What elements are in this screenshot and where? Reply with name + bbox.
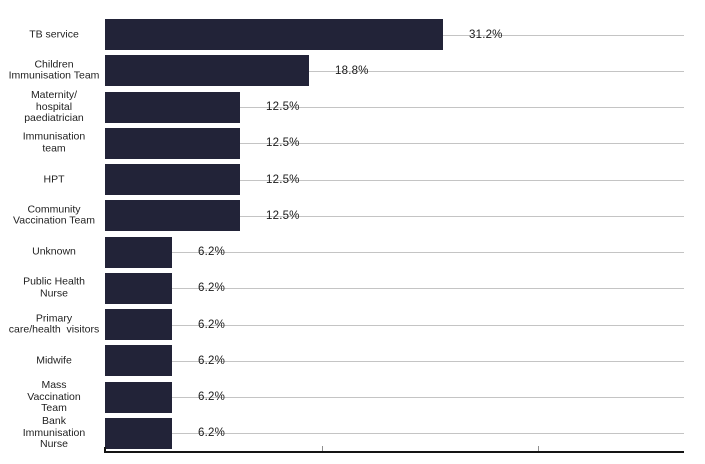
category-label: Midwife xyxy=(36,354,72,367)
value-label: 31.2% xyxy=(469,28,503,41)
x-axis-tick xyxy=(322,446,323,451)
leader-line xyxy=(240,180,684,181)
category-label: Unknown xyxy=(32,245,76,258)
bar xyxy=(105,92,240,123)
x-axis-line xyxy=(104,451,684,453)
leader-line xyxy=(172,361,684,362)
leader-line xyxy=(240,143,684,144)
category-label: Immunisation team xyxy=(22,130,86,155)
category-label: Mass Vaccination Team xyxy=(27,378,81,414)
leader-line xyxy=(172,433,684,434)
leader-line xyxy=(240,216,684,217)
x-axis-end-cap xyxy=(104,447,106,451)
value-label: 6.2% xyxy=(198,427,226,440)
bar xyxy=(105,55,309,86)
category-label: HPT xyxy=(43,172,65,185)
value-label: 6.2% xyxy=(198,390,226,403)
value-label: 18.8% xyxy=(335,64,369,77)
leader-line xyxy=(172,252,684,253)
category-label: Maternity/ hospital paediatrician xyxy=(24,88,84,124)
value-label: 6.2% xyxy=(198,318,226,331)
bar xyxy=(105,418,172,449)
leader-line xyxy=(172,325,684,326)
bar xyxy=(105,382,172,413)
leader-line xyxy=(172,397,684,398)
value-label: 12.5% xyxy=(266,173,300,186)
bar xyxy=(105,345,172,376)
value-label: 12.5% xyxy=(266,209,300,222)
bar xyxy=(105,237,172,268)
category-label: Bank Immunisation Nurse xyxy=(22,415,86,451)
value-label: 6.2% xyxy=(198,282,226,295)
bar xyxy=(105,164,240,195)
leader-line xyxy=(172,288,684,289)
leader-line xyxy=(240,107,684,108)
bar xyxy=(105,309,172,340)
bar xyxy=(105,273,172,304)
value-label: 6.2% xyxy=(198,354,226,367)
category-label: Children Immunisation Team xyxy=(8,58,100,82)
leader-line xyxy=(443,35,684,36)
leader-line xyxy=(308,71,684,72)
category-label: Primary care/health visitors xyxy=(8,312,100,336)
category-label: Public Health Nurse xyxy=(23,275,85,300)
x-axis-tick xyxy=(538,446,539,451)
value-label: 12.5% xyxy=(266,100,300,113)
value-label: 6.2% xyxy=(198,245,226,258)
category-label: TB service xyxy=(29,27,79,40)
bar xyxy=(105,200,240,231)
bar xyxy=(105,128,240,159)
bar xyxy=(105,19,443,50)
category-label: Community Vaccination Team xyxy=(13,203,95,227)
value-label: 12.5% xyxy=(266,137,300,150)
